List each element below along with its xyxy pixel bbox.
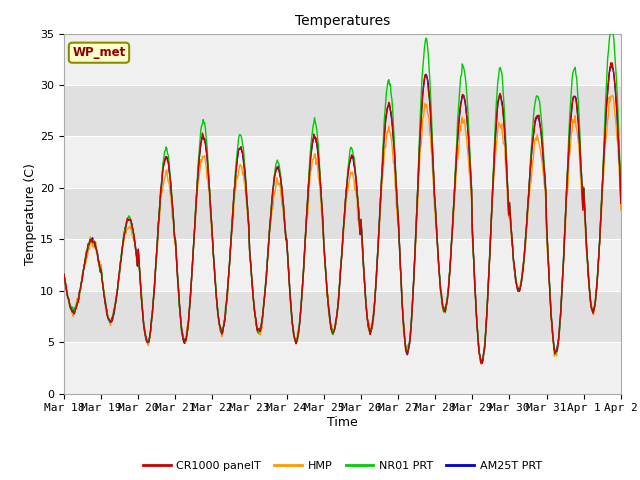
Bar xyxy=(64,240,621,291)
X-axis label: Time: Time xyxy=(327,416,358,429)
Bar xyxy=(64,136,621,188)
Bar xyxy=(64,291,621,342)
Y-axis label: Temperature (C): Temperature (C) xyxy=(24,163,37,264)
Bar xyxy=(64,342,621,394)
Bar xyxy=(64,34,621,85)
Legend: CR1000 panelT, HMP, NR01 PRT, AM25T PRT: CR1000 panelT, HMP, NR01 PRT, AM25T PRT xyxy=(138,457,547,476)
Bar xyxy=(64,85,621,136)
Text: WP_met: WP_met xyxy=(72,46,125,59)
Bar xyxy=(64,188,621,240)
Title: Temperatures: Temperatures xyxy=(295,14,390,28)
